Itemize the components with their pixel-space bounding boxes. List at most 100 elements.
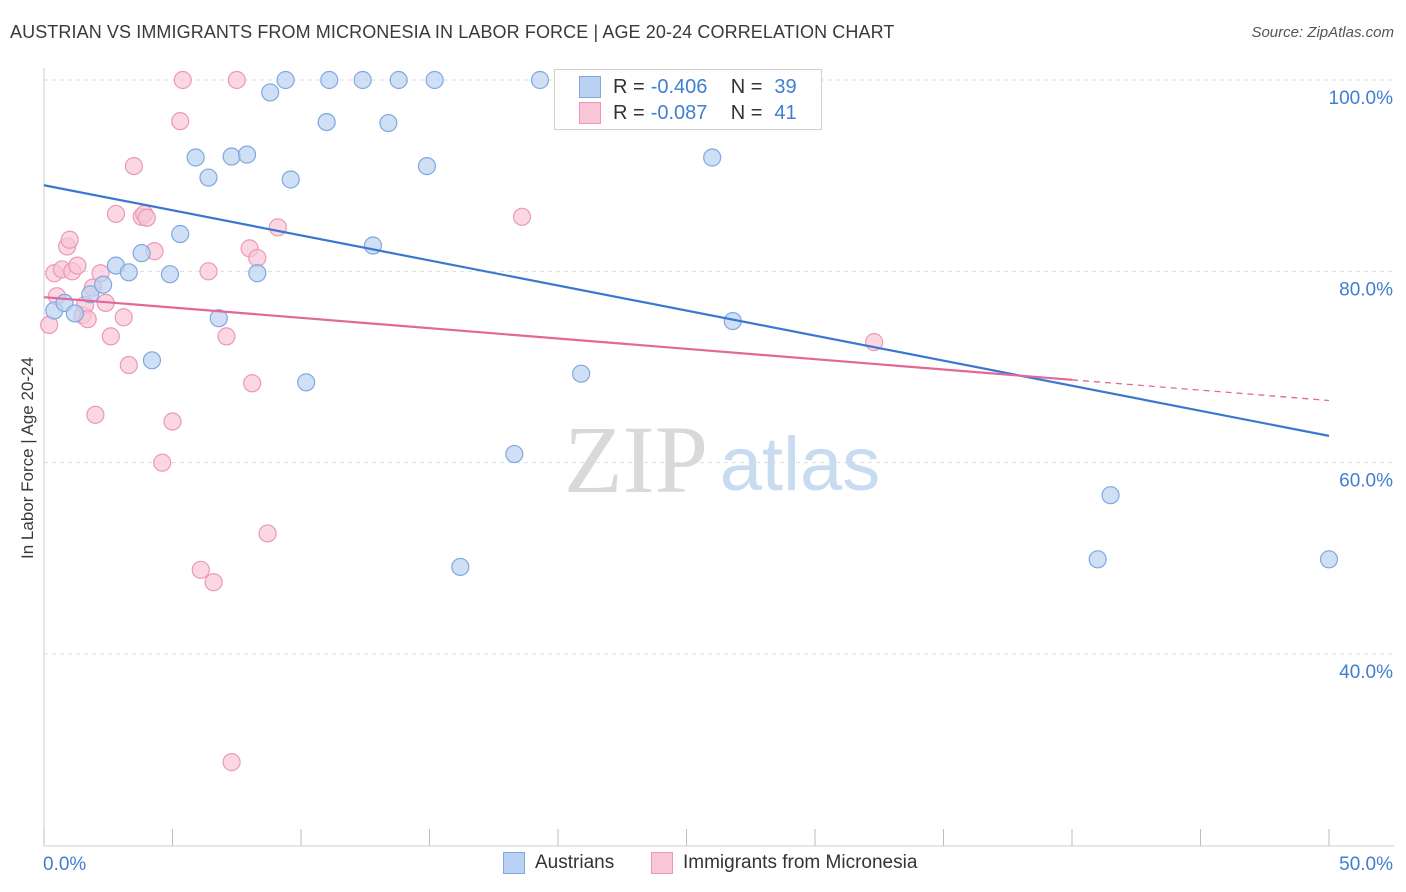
point-micronesia <box>227 70 246 90</box>
legend-label-austrians: Austrians <box>535 852 615 873</box>
point-austrians <box>119 263 138 282</box>
trend-lines <box>43 184 1330 437</box>
point-austrians <box>317 112 336 132</box>
point-austrians <box>132 244 151 263</box>
legend-n-label: N = <box>730 101 763 124</box>
legend-item-austrians[interactable]: Austrians <box>503 852 614 874</box>
point-micronesia <box>114 308 133 327</box>
legend-row-austrians: R = -0.406 N = 39 <box>579 75 797 99</box>
point-micronesia <box>248 248 267 268</box>
point-austrians <box>297 373 316 392</box>
point-micronesia <box>204 573 223 592</box>
x-tick-label: 50.0% <box>1339 854 1393 875</box>
point-micronesia <box>124 157 144 176</box>
legend-swatch-blue <box>579 76 601 98</box>
point-micronesia <box>68 256 87 275</box>
y-tick-label: 100.0% <box>1329 88 1394 109</box>
point-austrians <box>353 70 372 90</box>
point-austrians <box>425 70 444 90</box>
y-tick-label: 60.0% <box>1339 471 1393 492</box>
point-austrians <box>248 264 267 283</box>
series-austrians-points <box>45 70 1339 577</box>
legend-n-label: N = <box>730 75 763 98</box>
point-micronesia <box>60 230 79 249</box>
legend-swatch-pink <box>651 852 673 874</box>
point-micronesia <box>217 327 236 346</box>
source-note: Source: ZipAtlas.com <box>1251 24 1394 41</box>
legend-n-value-pink: 41 <box>774 101 797 124</box>
series-micronesia-points <box>40 70 884 772</box>
x-tick-labels: 0.0% 50.0% <box>43 854 1393 875</box>
legend-swatch-pink <box>579 102 601 124</box>
point-austrians <box>451 557 470 577</box>
point-micronesia <box>173 70 192 90</box>
y-tick-labels: 40.0% 60.0% 80.0% 100.0% <box>1329 88 1394 683</box>
legend-item-micronesia[interactable]: Immigrants from Micronesia <box>651 852 917 874</box>
point-austrians <box>320 70 339 90</box>
watermark-zip: ZIP <box>564 406 708 513</box>
point-micronesia <box>222 753 241 772</box>
watermark: ZIP atlas <box>564 406 880 513</box>
point-micronesia <box>512 207 532 226</box>
legend-n-value-blue: 39 <box>774 75 797 98</box>
point-micronesia <box>137 208 156 227</box>
point-austrians <box>81 285 100 304</box>
point-austrians <box>417 157 437 176</box>
point-micronesia <box>163 412 182 431</box>
point-micronesia <box>243 374 262 393</box>
y-tick-label: 40.0% <box>1339 662 1393 683</box>
trend-line-micronesia <box>43 296 1073 381</box>
legend-r-label: R = <box>613 75 645 98</box>
trend-line-austrians <box>43 184 1330 437</box>
point-austrians <box>1319 550 1339 569</box>
series-legend: Austrians Immigrants from Micronesia <box>0 852 1406 878</box>
point-micronesia <box>86 405 105 424</box>
point-austrians <box>222 147 241 166</box>
chart-title: AUSTRIAN VS IMMIGRANTS FROM MICRONESIA I… <box>10 22 895 42</box>
point-austrians <box>1088 550 1107 569</box>
point-austrians <box>703 148 722 167</box>
legend-r-value-blue: -0.406 <box>650 75 708 98</box>
point-austrians <box>505 444 524 464</box>
point-micronesia <box>153 453 172 472</box>
y-tick-label: 80.0% <box>1339 279 1393 300</box>
trend-line-micronesia-dashed <box>1071 379 1330 402</box>
point-austrians <box>209 309 228 328</box>
legend-r-value-pink: -0.087 <box>650 101 708 124</box>
point-austrians <box>261 83 280 102</box>
point-micronesia <box>171 112 190 131</box>
point-micronesia <box>119 355 138 375</box>
point-austrians <box>94 275 113 294</box>
legend-r-label: R = <box>613 101 645 124</box>
legend-label-micronesia: Immigrants from Micronesia <box>683 852 918 873</box>
point-austrians <box>186 148 205 167</box>
point-austrians <box>276 70 295 90</box>
point-austrians <box>572 364 591 383</box>
point-austrians <box>389 70 408 90</box>
point-austrians <box>281 170 300 189</box>
point-austrians <box>199 168 218 187</box>
watermark-atlas: atlas <box>720 422 881 507</box>
point-micronesia <box>268 218 287 237</box>
gridlines <box>44 79 1394 655</box>
point-austrians <box>171 224 190 244</box>
point-austrians <box>379 113 398 133</box>
point-austrians <box>1101 486 1120 505</box>
legend-row-micronesia: R = -0.087 N = 41 <box>579 101 797 125</box>
x-tick-label: 0.0% <box>43 854 86 875</box>
point-micronesia <box>258 524 277 543</box>
point-austrians <box>142 351 162 370</box>
point-austrians <box>160 265 180 284</box>
point-micronesia <box>199 262 218 281</box>
axes <box>43 68 1394 847</box>
point-austrians <box>237 145 257 164</box>
point-austrians <box>530 70 550 90</box>
point-austrians <box>65 304 84 323</box>
y-axis-title: In Labor Force | Age 20-24 <box>18 357 37 559</box>
legend-swatch-blue <box>503 852 525 874</box>
correlation-legend: R = -0.406 N = 39 R = -0.087 N = 41 <box>554 69 822 130</box>
point-micronesia <box>191 560 210 579</box>
point-micronesia <box>106 204 126 224</box>
point-micronesia <box>101 327 120 346</box>
